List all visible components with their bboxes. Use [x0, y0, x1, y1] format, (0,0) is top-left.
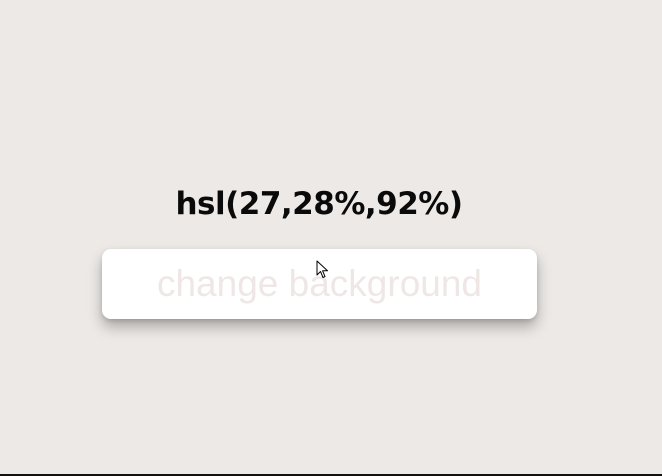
color-value-heading: hsl(27,28%,92%) — [175, 186, 463, 222]
change-background-button[interactable]: change background — [102, 249, 537, 319]
arrow-pointer-icon — [316, 260, 328, 278]
bottom-divider — [0, 474, 662, 476]
